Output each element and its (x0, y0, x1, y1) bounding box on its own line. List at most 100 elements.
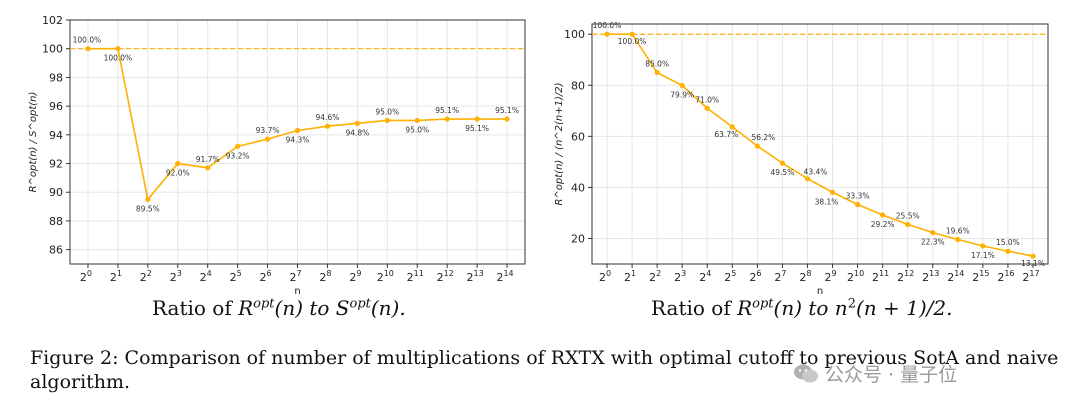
data-label: 85.0% (645, 60, 669, 69)
x-tick-label: 212 (437, 269, 454, 284)
caption-left-prefix: Ratio of (152, 296, 239, 320)
y-tick-label: 94 (49, 129, 63, 142)
y-tick-label: 96 (49, 100, 63, 113)
x-tick-label: 217 (1022, 269, 1039, 284)
caption-right-r-sup: opt (752, 296, 774, 312)
y-tick-label: 102 (42, 14, 63, 27)
chart-left: 86 88 90 92 94 96 98 100 102 20 21 22 23 24 25 26 27 28 29… (28, 14, 526, 296)
x-axis-label: n (817, 286, 823, 296)
data-point (905, 221, 911, 228)
data-label: 93.2% (226, 151, 250, 160)
data-point (115, 46, 121, 52)
data-label: 91.7% (196, 155, 220, 164)
x-tick-label: 29 (824, 269, 836, 284)
data-label: 100.0% (73, 36, 102, 45)
data-point (955, 236, 961, 243)
x-tick-label: 27 (774, 269, 786, 284)
y-tick-label: 100 (564, 28, 585, 41)
y-axis-label: R^opt(n) / S^opt(n) (28, 92, 39, 193)
y-tick-label: 80 (571, 79, 585, 92)
data-point (930, 229, 936, 236)
data-point (294, 127, 301, 134)
y-tick-label: 40 (571, 181, 585, 194)
caption-left-mid: (n) to (274, 296, 336, 320)
data-point (804, 176, 811, 182)
x-tick-label: 20 (599, 269, 611, 284)
x-tick-label: 26 (260, 269, 272, 284)
data-label: 95.1% (465, 124, 489, 133)
figure-caption: Figure 2: Comparison of number of multip… (30, 347, 1059, 393)
data-point (324, 123, 331, 129)
x-tick-label: 20 (80, 269, 92, 284)
plot-area: 20 40 60 80 100 20 21 22 23 24 25 26 27 28 29 210 211 212… (554, 21, 1049, 296)
x-tick-label: 21 (624, 269, 636, 284)
data-label: 94.3% (286, 136, 310, 145)
y-tick-label: 100 (42, 43, 63, 56)
data-point (264, 136, 271, 142)
data-label: 49.5% (771, 168, 795, 177)
x-tick-label: 213 (467, 269, 484, 284)
x-tick-label: 27 (289, 269, 301, 284)
data-label: 17.1% (971, 251, 995, 260)
x-tick-label: 25 (724, 269, 736, 284)
data-point (1005, 248, 1011, 254)
x-tick-label: 26 (749, 269, 761, 284)
data-label: 100.0% (104, 54, 133, 63)
data-label: 89.5% (136, 204, 160, 213)
caption-right-end: (n + 1)/2. (855, 296, 953, 320)
data-point (679, 82, 685, 89)
data-point (175, 160, 181, 167)
data-point (754, 143, 760, 149)
data-point (704, 105, 710, 111)
data-point (1030, 253, 1036, 259)
data-point (145, 196, 151, 203)
x-tick-label: 214 (496, 269, 513, 284)
axes-frame (591, 23, 1049, 265)
y-tick-label: 88 (49, 215, 63, 228)
data-label: 79.9% (670, 91, 694, 100)
data-label: 95.0% (405, 125, 429, 134)
x-tick-label: 211 (407, 269, 424, 284)
x-tick-label: 22 (140, 269, 152, 284)
x-tick-label: 215 (972, 269, 989, 284)
caption-left-r: R (238, 296, 254, 320)
data-point (205, 165, 211, 171)
y-tick-label: 92 (49, 158, 63, 171)
data-point (829, 189, 836, 195)
data-label: 29.2% (871, 220, 895, 229)
caption-left-s-sup: opt (349, 296, 371, 312)
data-point (880, 212, 886, 218)
plot-area: 86 88 90 92 94 96 98 100 102 20 21 22 23 24 25 26 27 28 29… (28, 14, 526, 296)
data-point (504, 116, 510, 122)
data-label: 100.0% (618, 37, 647, 46)
caption-left-s: S (335, 296, 350, 320)
data-label: 95.1% (495, 106, 519, 115)
x-tick-label: 211 (872, 269, 889, 284)
data-point (85, 46, 91, 52)
x-tick-label: 21 (110, 269, 122, 284)
y-tick-label: 90 (49, 186, 63, 199)
y-tick-label: 20 (571, 232, 585, 245)
x-tick-label: 28 (799, 269, 811, 284)
data-label: 71.0% (695, 95, 719, 104)
caption-right-mid: (n) to (773, 296, 835, 320)
x-tick-label: 213 (922, 269, 939, 284)
y-tick-label: 60 (571, 130, 585, 143)
x-tick-label: 25 (230, 269, 242, 284)
data-label: 94.6% (316, 113, 340, 122)
x-tick-label: 24 (699, 269, 711, 284)
data-point (474, 116, 480, 122)
x-tick-label: 23 (170, 269, 182, 284)
x-tick-label: 28 (319, 269, 331, 284)
data-label: 13.1% (1021, 259, 1045, 268)
y-tick-label: 86 (49, 244, 63, 257)
data-label: 56.2% (751, 133, 775, 142)
watermark-text: 公众号 · 量子位 (825, 364, 958, 386)
caption-right-prefix: Ratio of (651, 296, 738, 320)
data-point (980, 243, 986, 249)
data-label: 25.5% (896, 211, 920, 220)
x-tick-label: 212 (897, 269, 914, 284)
data-point (354, 120, 360, 126)
data-point (414, 117, 420, 124)
y-axis-label: R^opt(n) / (n^2(n+1)/2) (554, 82, 565, 205)
